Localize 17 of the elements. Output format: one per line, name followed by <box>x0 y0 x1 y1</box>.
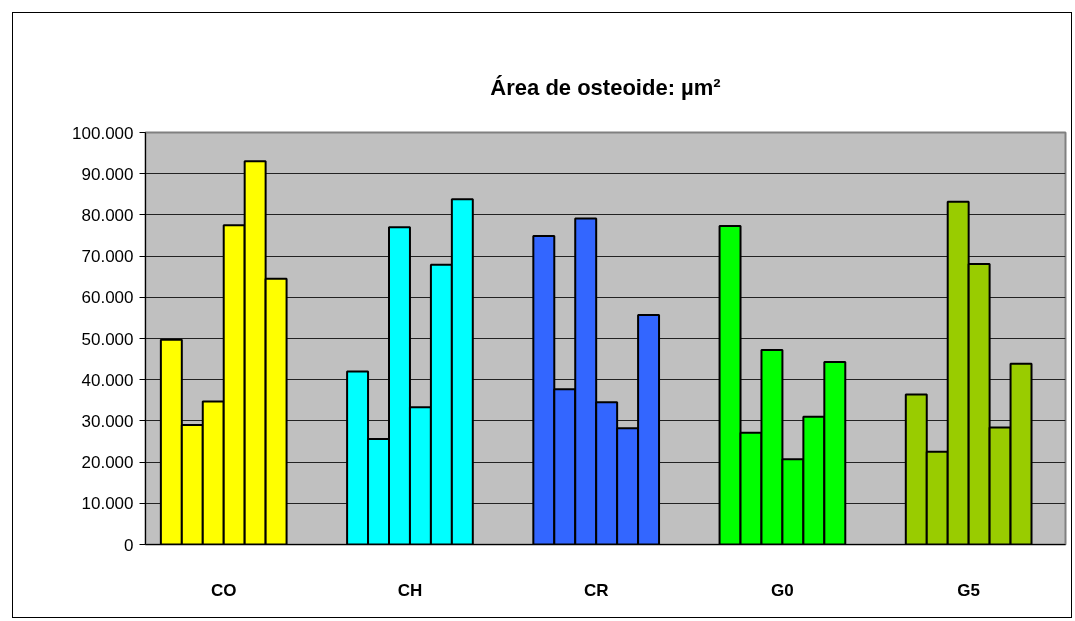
x-tick-label: CO <box>210 580 237 600</box>
y-tick-label: 80.000 <box>81 205 134 225</box>
x-tick-label: CR <box>583 580 609 600</box>
y-tick-label: 90.000 <box>81 164 134 184</box>
y-tick-label: 100.000 <box>72 123 134 143</box>
x-tick-label: G5 <box>957 580 981 600</box>
y-tick-label: 60.000 <box>81 288 134 308</box>
y-tick-label: 10.000 <box>81 494 134 514</box>
y-tick-label: 50.000 <box>81 329 134 349</box>
x-tick-label: G0 <box>771 580 794 600</box>
y-tick-label: 40.000 <box>81 370 134 390</box>
y-tick-label: 20.000 <box>81 453 134 473</box>
x-tick-label: CH <box>397 580 423 600</box>
y-tick-label: 30.000 <box>81 411 134 431</box>
y-tick-label: 70.000 <box>81 247 134 267</box>
y-tick-label: 0 <box>124 535 134 555</box>
chart-title: Área de osteoide: µm² <box>490 74 721 100</box>
